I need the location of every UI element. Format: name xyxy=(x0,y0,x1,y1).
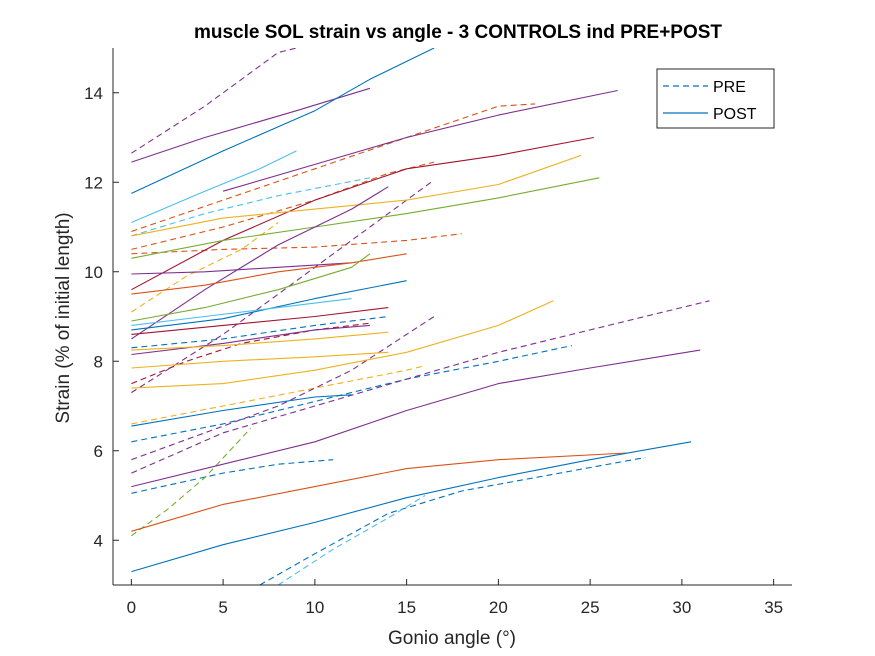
series-line-post-17 xyxy=(131,87,371,163)
series-line-post-25 xyxy=(131,262,352,275)
series-line-pre-13 xyxy=(131,459,334,494)
y-tick-label: 12 xyxy=(84,173,103,192)
x-tick-label: 5 xyxy=(218,598,227,617)
series-line-pre-7 xyxy=(131,322,370,385)
series-line-post-32 xyxy=(131,331,389,351)
axes xyxy=(112,48,792,586)
series-line-post-30 xyxy=(131,307,389,335)
y-tick-label: 4 xyxy=(94,531,103,550)
series-line-pre-9 xyxy=(131,365,426,425)
series-line-post-35 xyxy=(131,394,352,427)
x-tick-label: 30 xyxy=(672,598,691,617)
legend-label-post: POST xyxy=(713,106,757,123)
series-line-post-22 xyxy=(131,154,582,237)
series-line-post-21 xyxy=(131,136,594,291)
y-tick-label: 6 xyxy=(94,442,103,461)
series-line-post-18 xyxy=(131,48,435,194)
series-line-pre-12 xyxy=(131,300,710,474)
series-line-post-19 xyxy=(222,89,618,192)
x-tick-label: 0 xyxy=(127,598,136,617)
series-line-post-31 xyxy=(131,324,370,356)
series-line-post-27 xyxy=(131,253,371,322)
series-line-post-29 xyxy=(131,298,352,326)
series-line-pre-16 xyxy=(277,495,426,585)
series-line-pre-11 xyxy=(131,316,435,461)
series-line-pre-15 xyxy=(259,456,646,585)
y-tick-label: 10 xyxy=(84,263,103,282)
series-line-pre-14 xyxy=(131,428,252,537)
chart-title: muscle SOL strain vs angle - 3 CONTROLS … xyxy=(194,22,722,43)
x-tick-label: 15 xyxy=(397,598,416,617)
series-line-post-23 xyxy=(131,177,600,259)
series-line-post-20 xyxy=(131,150,297,224)
x-tick-label: 10 xyxy=(305,598,324,617)
legend: PRE POST xyxy=(656,68,775,129)
legend-label-pre: PRE xyxy=(713,79,746,96)
series-line-post-33 xyxy=(131,351,389,369)
series-line-post-26 xyxy=(131,253,407,295)
x-tick-label: 25 xyxy=(581,598,600,617)
y-axis-label: Strain (% of initial length) xyxy=(53,212,74,423)
series-line-post-24 xyxy=(131,186,389,340)
series-line-pre-4 xyxy=(131,233,462,255)
series-line-pre-6 xyxy=(131,315,389,349)
plot-lines xyxy=(131,48,710,585)
tick-labels: 0 5 10 15 20 25 30 35 4 6 8 10 12 14 xyxy=(84,84,783,617)
series-line-post-38 xyxy=(131,441,692,573)
series-line-pre-0 xyxy=(131,48,297,154)
legend-box xyxy=(656,68,775,129)
x-tick-label: 20 xyxy=(489,598,508,617)
series-line-pre-10 xyxy=(131,345,572,443)
x-axis-label: Gonio angle (°) xyxy=(388,628,516,649)
y-tick-label: 14 xyxy=(84,84,103,103)
series-line-pre-5 xyxy=(131,222,279,313)
series-line-post-36 xyxy=(131,349,701,488)
series-line-pre-3 xyxy=(131,177,371,237)
series-line-pre-1 xyxy=(131,103,536,233)
x-tick-label: 35 xyxy=(764,598,783,617)
series-line-post-34 xyxy=(131,300,554,389)
series-line-post-37 xyxy=(131,452,627,532)
y-tick-label: 8 xyxy=(94,352,103,371)
